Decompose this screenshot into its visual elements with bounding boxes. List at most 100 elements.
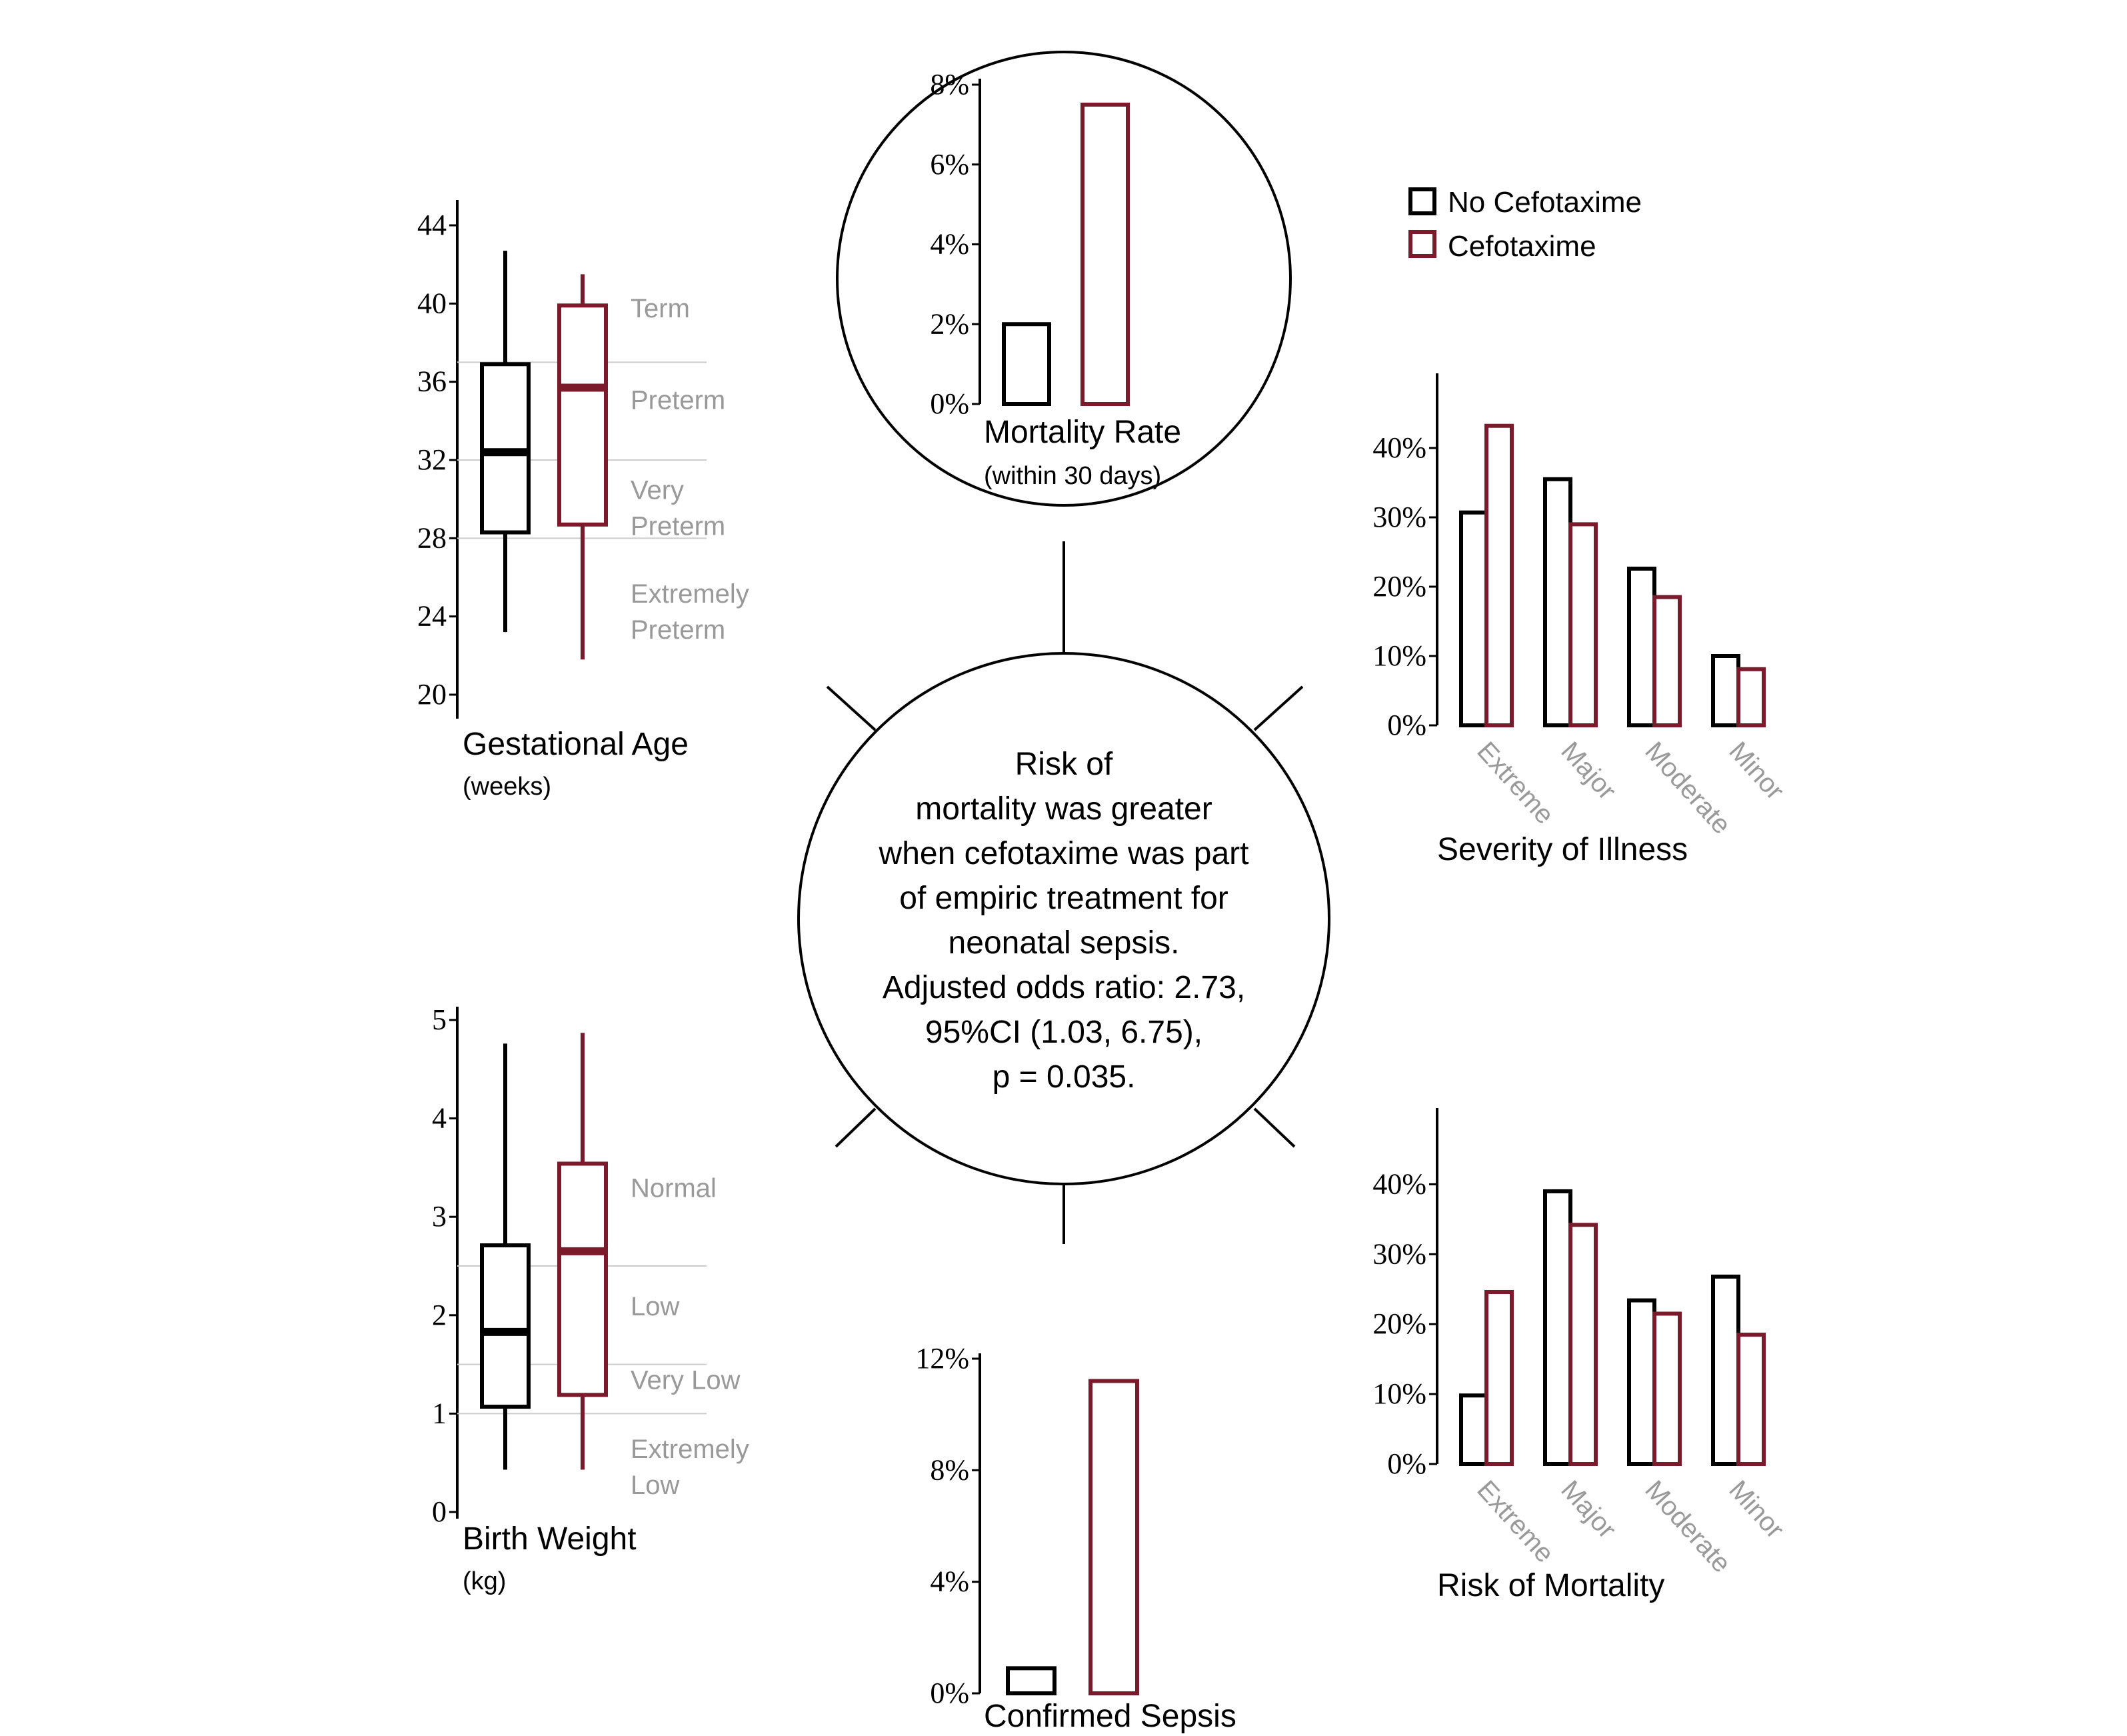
y-tick-label: 12% — [915, 1342, 969, 1375]
box-no-cefotaxime — [480, 1043, 531, 1470]
bar — [1652, 595, 1682, 727]
y-tick-label: 4 — [432, 1102, 447, 1135]
y-tick-label: 28 — [417, 521, 447, 554]
y-tick-label: 1 — [432, 1397, 447, 1429]
bar — [1627, 566, 1656, 728]
legend-swatch-no-cefotaxime — [1408, 187, 1436, 215]
zone-label: Normal — [631, 1174, 717, 1203]
center-line-7: 95%CI (1.03, 6.75), — [925, 1015, 1202, 1050]
y-tick-label: 20 — [417, 678, 447, 711]
y-tick-label: 32 — [417, 443, 447, 476]
chart-title: Confirmed Sepsis — [984, 1699, 1236, 1734]
y-tick-label: 10% — [1372, 639, 1426, 672]
x-tick-label: Minor — [1723, 737, 1790, 806]
chart-subtitle: (kg) — [463, 1567, 506, 1595]
legend-label-no-cefotaxime: No Cefotaxime — [1448, 186, 1642, 219]
bar — [1002, 322, 1051, 406]
connector-spoke — [1253, 685, 1304, 731]
zone-label: Preterm — [631, 512, 725, 541]
center-line-3: when cefotaxime was part — [879, 836, 1249, 871]
connector-layer — [797, 51, 1330, 1244]
bar — [1080, 102, 1130, 406]
box-cefotaxime — [557, 274, 608, 660]
y-tick-label: 30% — [1372, 1237, 1426, 1270]
bar — [1568, 522, 1598, 728]
iqr-box — [557, 1161, 608, 1397]
y-tick-label: 5 — [432, 1003, 447, 1036]
bar — [1088, 1379, 1139, 1695]
center-circle — [797, 652, 1330, 1185]
y-tick-label: 8% — [930, 1453, 969, 1486]
y-tick-label: 0% — [1387, 709, 1426, 741]
y-tick-label: 40% — [1372, 1167, 1426, 1200]
x-tick-label: Moderate — [1639, 737, 1736, 840]
box-no-cefotaxime — [480, 251, 531, 633]
bar — [1711, 1274, 1740, 1467]
chart-title: Severity of Illness — [1437, 832, 1688, 867]
y-tick-label: 0% — [930, 387, 969, 420]
y-tick-label: 10% — [1372, 1377, 1426, 1410]
box-cefotaxime — [557, 1033, 608, 1470]
x-tick-label: Major — [1555, 737, 1622, 806]
connector-spoke — [835, 1107, 877, 1148]
chart-mortality-rate: 0% 2% 4% 6% 8% Mortality Rate (within 30 days) — [930, 68, 1181, 490]
bar — [1627, 1298, 1656, 1467]
x-tick-label: Minor — [1723, 1475, 1790, 1545]
y-tick-label: 24 — [417, 600, 447, 633]
center-line-8: p = 0.035. — [993, 1059, 1136, 1095]
chart-subtitle: (weeks) — [463, 773, 551, 801]
y-tick-label: 3 — [432, 1200, 447, 1233]
chart-birth-weight: 0 1 2 3 4 5 Normal Low Very Low Extremely Low Birth… — [432, 1003, 749, 1595]
y-tick-label: 40 — [417, 287, 447, 319]
legend-swatch-cefotaxime — [1408, 230, 1436, 258]
center-summary: Risk of mortality was greater when cefot… — [879, 747, 1249, 1095]
zone-label: Extremely — [631, 1435, 749, 1464]
y-tick-label: 0% — [1387, 1447, 1426, 1480]
bar — [1543, 1189, 1572, 1467]
y-tick-label: 4% — [930, 228, 969, 261]
y-tick-label: 6% — [930, 148, 969, 181]
bar — [1459, 510, 1488, 727]
chart-title: Mortality Rate — [984, 415, 1181, 450]
zone-label: Low — [631, 1292, 679, 1321]
bar — [1652, 1311, 1682, 1466]
top-circle — [836, 51, 1292, 507]
bar — [1543, 477, 1572, 727]
y-tick-label: 0% — [930, 1677, 969, 1709]
zone-label: Extremely — [631, 579, 749, 609]
center-line-5: neonatal sepsis. — [949, 925, 1180, 961]
x-tick-label: Extreme — [1471, 1475, 1559, 1569]
legend: No Cefotaxime Cefotaxime — [1408, 186, 1642, 263]
bar — [1006, 1666, 1057, 1696]
bar — [1484, 423, 1514, 727]
legend-label-cefotaxime: Cefotaxime — [1448, 230, 1596, 263]
zone-label: Preterm — [631, 615, 725, 645]
zone-label: Term — [631, 294, 690, 323]
connector-spoke — [1253, 1107, 1296, 1148]
center-line-2: mortality was greater — [915, 791, 1212, 827]
y-tick-label: 20% — [1372, 570, 1426, 603]
y-tick-label: 40% — [1372, 431, 1426, 464]
zone-label: Preterm — [631, 386, 725, 415]
y-tick-label: 44 — [417, 209, 447, 241]
y-tick-label: 0 — [432, 1495, 447, 1528]
chart-title: Gestational Age — [463, 727, 689, 762]
bar — [1711, 654, 1740, 727]
chart-title: Birth Weight — [463, 1521, 637, 1557]
zone-label: Very Low — [631, 1366, 741, 1395]
y-tick-label: 2% — [930, 307, 969, 340]
y-tick-label: 8% — [930, 68, 969, 101]
bar — [1459, 1393, 1488, 1467]
x-tick-label: Extreme — [1471, 737, 1559, 830]
y-tick-label: 4% — [930, 1565, 969, 1598]
iqr-box — [557, 303, 608, 527]
y-tick-label: 2 — [432, 1299, 447, 1331]
bar — [1484, 1289, 1514, 1467]
center-line-6: Adjusted odds ratio: 2.73, — [883, 970, 1245, 1005]
x-tick-label: Major — [1555, 1475, 1622, 1545]
chart-confirmed-sepsis: 0% 4% 8% 12% Confirmed Sepsis — [915, 1342, 1236, 1734]
y-tick-label: 30% — [1372, 501, 1426, 533]
